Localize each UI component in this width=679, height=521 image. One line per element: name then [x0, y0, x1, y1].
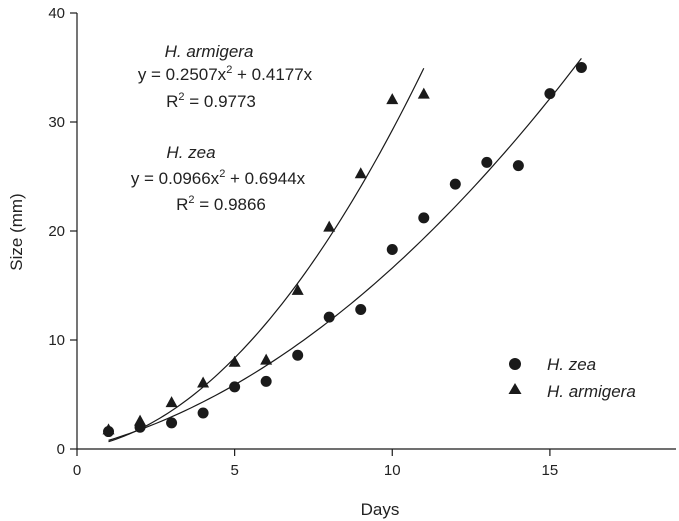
x-tick-label: 5: [230, 462, 238, 479]
data-point-armigera: [134, 414, 147, 426]
y-axis-label: Size (mm): [7, 193, 26, 270]
x-tick-label: 10: [384, 462, 401, 479]
data-point-armigera: [386, 93, 399, 105]
data-point-zea: [481, 156, 493, 168]
annotation-armigera-r2: R2 = 0.9773: [166, 91, 256, 111]
annotation-zea-r2: R2 = 0.9866: [176, 194, 266, 214]
data-point-zea: [166, 417, 178, 429]
annotation-armigera: H. armigera y = 0.2507x2 + 0.4177x R2 = …: [138, 42, 313, 111]
fit-curve-armigera: [108, 68, 425, 443]
annotation-zea-equation: y = 0.0966x2 + 0.6944x: [131, 168, 306, 188]
y-tick-label: 0: [57, 441, 65, 458]
x-tick-label: 15: [542, 462, 559, 479]
legend-label-armigera: H. armigera: [547, 382, 636, 401]
data-point-armigera: [417, 87, 430, 99]
annotation-zea-species: H. zea: [166, 143, 215, 162]
data-point-zea: [323, 311, 335, 323]
legend-marker-zea: [509, 358, 521, 370]
legend: H. zea H. armigera: [508, 355, 636, 401]
data-points: [102, 62, 587, 438]
y-tick-label: 10: [48, 332, 65, 349]
data-point-armigera: [291, 283, 304, 295]
annotation-armigera-species: H. armigera: [165, 42, 254, 61]
annotation-zea: H. zea y = 0.0966x2 + 0.6944x R2 = 0.986…: [131, 143, 306, 214]
y-tick-label: 30: [48, 114, 65, 131]
data-point-zea: [544, 88, 556, 100]
x-axis-label: Days: [361, 500, 400, 519]
data-point-zea: [449, 178, 461, 190]
data-point-zea: [575, 62, 587, 73]
legend-marker-armigera: [508, 383, 522, 394]
fit-curves: [108, 57, 582, 443]
data-point-armigera: [197, 376, 210, 388]
data-point-armigera: [102, 423, 115, 435]
data-point-zea: [386, 244, 398, 256]
axes: 0 5 10 15 0 10 20 30 40: [48, 5, 676, 479]
legend-label-zea: H. zea: [547, 355, 596, 374]
data-point-zea: [512, 160, 524, 172]
data-point-armigera: [228, 355, 241, 367]
data-point-armigera: [165, 396, 178, 408]
data-point-zea: [197, 407, 209, 419]
data-point-armigera: [354, 167, 367, 179]
data-point-zea: [355, 303, 367, 315]
data-point-armigera: [323, 220, 336, 232]
fit-curve-zea: [108, 57, 582, 441]
data-point-zea: [292, 349, 304, 361]
annotation-armigera-equation: y = 0.2507x2 + 0.4177x: [138, 64, 313, 84]
y-tick-label: 40: [48, 5, 65, 22]
data-point-zea: [418, 212, 430, 224]
data-point-zea: [260, 375, 272, 387]
data-point-armigera: [260, 353, 273, 365]
y-tick-label: 20: [48, 223, 65, 240]
x-tick-label: 0: [73, 462, 81, 479]
data-point-zea: [229, 381, 241, 393]
